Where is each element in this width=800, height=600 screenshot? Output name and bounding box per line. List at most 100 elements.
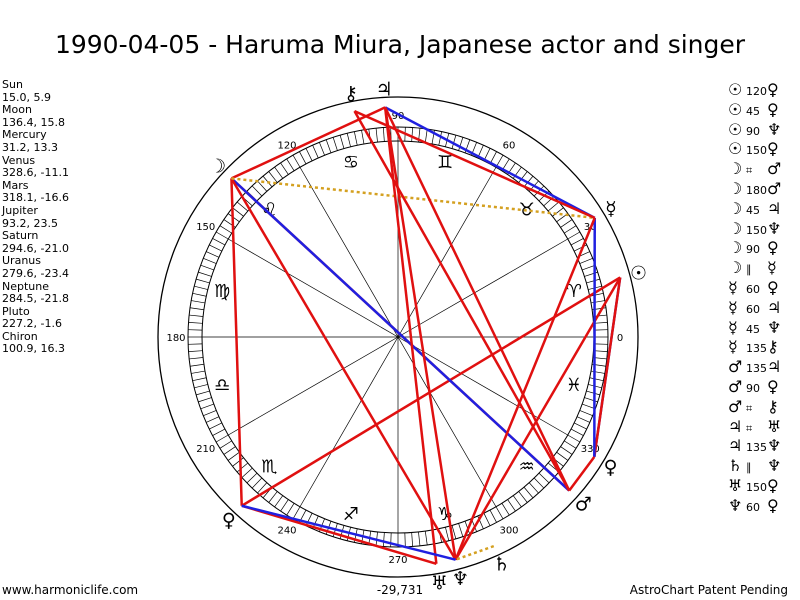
- aspect-line-jupiter-neptune: [383, 107, 457, 560]
- degree-tick: [383, 532, 385, 547]
- aspect-angle: 45: [746, 104, 760, 118]
- moon-glyph-icon: ☽: [728, 159, 743, 179]
- degree-tick: [564, 225, 577, 234]
- degree-tick: [292, 506, 301, 520]
- venus-glyph-icon: ♀: [767, 80, 779, 99]
- degree-tick: [523, 175, 534, 188]
- degree-tick: [200, 403, 214, 410]
- planet-name-mars: Mars: [2, 178, 29, 192]
- degree-tick: [570, 428, 584, 436]
- degree-label: 0: [617, 333, 623, 344]
- degree-tick: [574, 244, 587, 252]
- aspect-angle: ∥: [746, 461, 752, 475]
- degree-tick: [325, 139, 332, 153]
- moon-glyph-icon: ☽: [728, 258, 743, 278]
- sign-divider: [299, 167, 399, 338]
- planet-coords-venus: 328.6, -11.1: [2, 166, 69, 180]
- degree-tick: [512, 495, 522, 508]
- pluto-glyph-icon: ♀: [767, 139, 779, 159]
- aspect-line-sun-pluto: [241, 276, 621, 507]
- degree-tick: [257, 482, 268, 494]
- degree-tick: [518, 171, 528, 183]
- degree-tick: [576, 416, 590, 423]
- mars-glyph-icon: ♂: [767, 178, 782, 198]
- degree-tick: [209, 422, 222, 430]
- aries-sign-icon: ♈: [566, 281, 582, 302]
- degree-tick: [538, 472, 550, 484]
- sun-glyph-icon: ☉: [728, 119, 743, 139]
- aspect-row: ♂ 90 ♀: [728, 377, 783, 397]
- moon-glyph-icon: ☽: [728, 218, 743, 238]
- aspect-line-sun-neptune: [454, 276, 622, 561]
- pluto-glyph-icon: ♀: [222, 510, 236, 532]
- planet-coords-saturn: 294.6, -21.0: [2, 241, 69, 255]
- footer-website[interactable]: www.harmoniclife.com: [2, 583, 139, 597]
- aspect-row: ♂ ⌗ ⚷: [728, 397, 783, 417]
- moon-glyph-icon: ☽: [209, 155, 226, 177]
- leo-sign-icon: ♌: [261, 199, 277, 220]
- degree-tick: [274, 495, 284, 508]
- degree-tick: [489, 509, 497, 523]
- degree-tick: [451, 525, 457, 539]
- neptune-glyph-icon: ♆: [767, 218, 782, 238]
- aspect-angle: 90: [746, 124, 760, 138]
- degree-tick: [198, 271, 212, 277]
- degree-tick: [411, 532, 413, 547]
- venus-glyph-icon: ♀: [767, 277, 779, 297]
- libra-sign-icon: ♎: [214, 375, 230, 396]
- degree-tick: [579, 258, 593, 264]
- aspect-angle: 45: [746, 203, 760, 217]
- aspect-line-saturn-neptune: [455, 544, 495, 561]
- degree-tick: [280, 499, 289, 512]
- aspect-row: ☉ 120♀: [728, 80, 783, 100]
- degree-tick: [191, 370, 206, 374]
- degree-tick: [305, 513, 313, 526]
- aspect-row: ♄ ∥ ♆: [728, 456, 783, 476]
- aspect-row: ♃ ⌗ ♅: [728, 417, 783, 437]
- uranus-glyph-icon: ♅: [728, 475, 743, 495]
- degree-tick: [483, 513, 491, 526]
- aspect-row: ☽ 180♂: [728, 179, 783, 199]
- mercury-glyph-icon: ☿: [605, 198, 617, 220]
- degree-label: 240: [277, 525, 296, 536]
- jupiter-glyph-icon: ♃: [767, 198, 782, 218]
- degree-tick: [192, 292, 207, 297]
- aspect-line-moon-jupiter: [230, 106, 386, 180]
- degree-tick: [560, 219, 573, 228]
- mercury-glyph-icon: ☿: [767, 258, 777, 278]
- sagittarius-sign-icon: ♐: [343, 504, 359, 525]
- degree-tick: [560, 446, 573, 455]
- degree-tick: [189, 363, 204, 367]
- saturn-glyph-icon: ♄: [493, 553, 510, 575]
- degree-label: 330: [581, 444, 600, 455]
- planet-coords-mercury: 31.2, 13.3: [2, 140, 58, 154]
- jupiter-glyph-icon: ♃: [767, 297, 782, 317]
- degree-tick: [556, 451, 569, 461]
- degree-tick: [567, 231, 581, 240]
- degree-tick: [194, 384, 208, 389]
- chart-title: 1990-04-05 - Haruma Miura, Japanese acto…: [54, 30, 746, 59]
- jupiter-glyph-icon: ♃: [728, 416, 743, 436]
- mercury-glyph-icon: ☿: [728, 297, 738, 317]
- footer-patent: AstroChart Patent Pending: [629, 583, 788, 597]
- degree-tick: [383, 127, 385, 142]
- planet-positions-list: Sun 15.0, 5.9 Moon 136.4, 15.8 Mercury 31.2, …: [2, 78, 69, 356]
- degree-tick: [339, 135, 345, 149]
- moon-glyph-icon: ☽: [728, 198, 743, 218]
- aspect-row: ♂ 135♃: [728, 357, 783, 377]
- degree-tick: [507, 499, 516, 512]
- aspect-row: ☿ 135⚷: [728, 337, 783, 357]
- sign-divider: [397, 336, 568, 436]
- neptune-glyph-icon: ♆: [767, 119, 782, 139]
- degree-tick: [212, 238, 226, 246]
- degree-label: 120: [277, 141, 296, 152]
- aspect-angle: 135: [746, 342, 767, 356]
- degree-tick: [418, 531, 421, 546]
- aspect-row: ☉ 150♀: [728, 139, 783, 159]
- aspect-row: ☿ 60 ♀: [728, 278, 783, 298]
- aspect-row: ☽ 45 ♃: [728, 199, 783, 219]
- degree-tick: [196, 278, 210, 284]
- degree-tick: [458, 523, 464, 537]
- degree-tick: [593, 350, 608, 352]
- aspect-line-jupiter-uranus: [383, 107, 438, 564]
